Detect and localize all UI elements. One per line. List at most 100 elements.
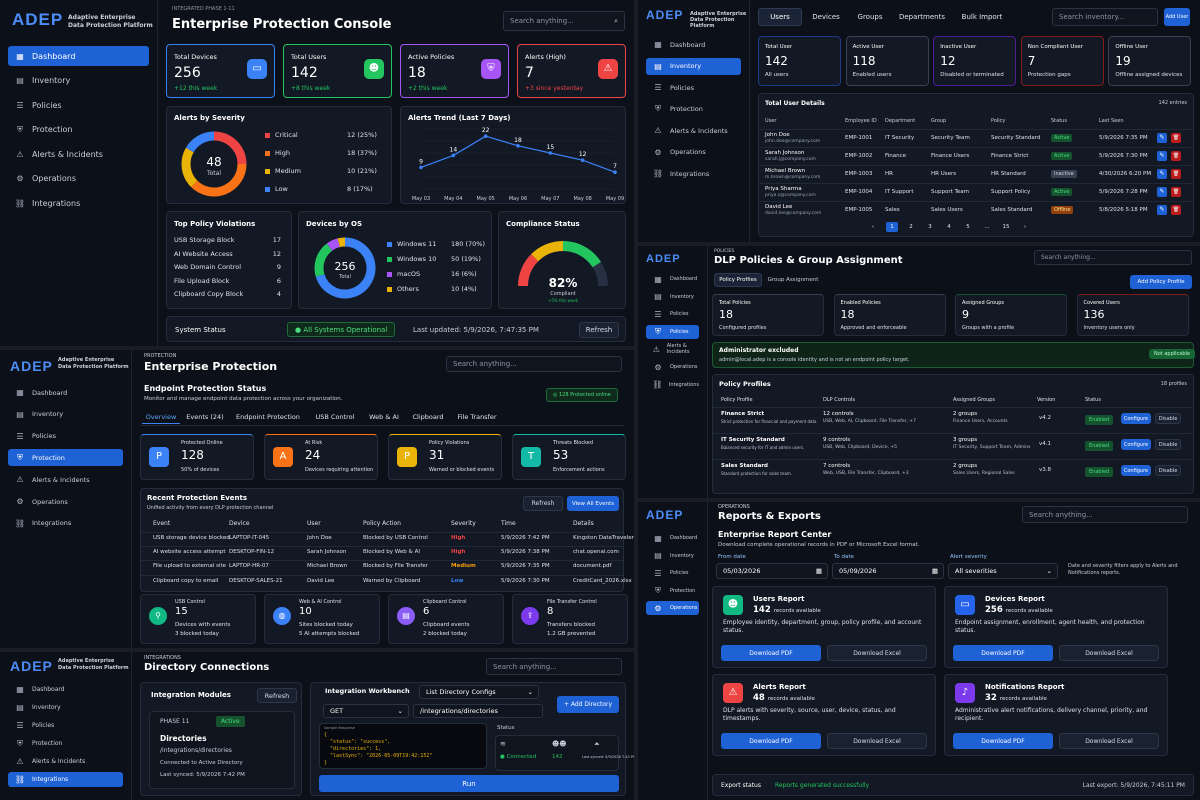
tab-users[interactable]: Users	[758, 8, 802, 26]
sidebar-item-policies[interactable]: ☰ Policies	[8, 95, 149, 115]
sidebar-item-dashboard[interactable]: ▦ Dashboard	[646, 272, 699, 286]
disable-button[interactable]: Disable	[1155, 413, 1181, 424]
sidebar-item-operations[interactable]: ⚙ Operations	[646, 144, 741, 161]
user-name[interactable]: Priya Sharma	[765, 186, 802, 192]
pagination-nav[interactable]: ...	[984, 224, 990, 230]
add-user-button[interactable]: Add User	[1164, 8, 1190, 26]
edit-icon[interactable]: ✎	[1157, 151, 1167, 161]
tab-devices[interactable]: Devices	[812, 13, 840, 21]
configure-button[interactable]: Configure	[1121, 413, 1151, 424]
sidebar-item-inventory[interactable]: ▤ Inventory	[8, 71, 149, 91]
search-input[interactable]: Search anything...	[486, 658, 622, 675]
sidebar-item-operations[interactable]: ⚙ Operations	[646, 360, 699, 374]
add-policy-profile-button[interactable]: Add Policy Profile	[1130, 275, 1192, 289]
view-all-events-button[interactable]: View All Events	[567, 496, 619, 511]
sidebar-item-inventory[interactable]: ▤ Inventory	[646, 290, 699, 304]
sidebar-item-policies[interactable]: ☰ Policies	[8, 718, 123, 733]
sidebar-item-inventory[interactable]: ▤ Inventory	[8, 700, 123, 715]
refresh-button[interactable]: Refresh	[257, 688, 297, 703]
search-input[interactable]: Search anything...	[1022, 506, 1188, 523]
sidebar-item-dashboard[interactable]: ▦ Dashboard	[646, 531, 699, 545]
sidebar-item-dashboard[interactable]: ▦ Dashboard	[646, 36, 741, 53]
pagination-2[interactable]: 2	[909, 224, 913, 230]
tab-events-24[interactable]: Events (24)	[186, 413, 224, 421]
download-excel-button[interactable]: Download Excel	[827, 733, 927, 749]
tab-usb-control[interactable]: USB Control	[315, 413, 355, 421]
refresh-button[interactable]: Refresh	[579, 322, 619, 338]
sidebar-item-alerts-incidents[interactable]: ⚠ Alerts & Incidents	[8, 144, 149, 164]
sidebar-item-integrations[interactable]: ⛓ Integrations	[8, 772, 123, 787]
sidebar-item-protection[interactable]: ⛨ Protection	[646, 584, 699, 598]
from-date-input[interactable]: 05/03/2026 ▦	[716, 563, 828, 579]
sidebar-item-alerts-incidents[interactable]: ⚠ Alerts & Incidents	[8, 754, 123, 769]
search-input[interactable]: Search anything...	[446, 356, 622, 372]
search-input[interactable]: Search anything... ⌕	[503, 11, 625, 31]
tab-bulk-import[interactable]: Bulk Import	[961, 13, 1003, 21]
add-directory-button[interactable]: + Add Directory	[557, 696, 619, 713]
search-input[interactable]: Search anything...	[1034, 250, 1192, 265]
method-select[interactable]: GET ⌄	[323, 704, 409, 718]
sidebar-item-integrations[interactable]: ⛓ Integrations	[646, 165, 741, 182]
sidebar-item-policies[interactable]: ☰ Policies	[646, 79, 741, 96]
refresh-button[interactable]: Refresh	[523, 496, 563, 511]
sidebar-item-integrations[interactable]: ⛓ Integrations	[8, 515, 123, 532]
policy-name[interactable]: Finance Strict	[721, 411, 765, 417]
sidebar-item-policies[interactable]: ☰ Policies	[8, 428, 123, 445]
download-pdf-button[interactable]: Download PDF	[721, 733, 821, 749]
sidebar-item-protection[interactable]: ⛨ Protection	[8, 449, 123, 467]
endpoint-input[interactable]: /integrations/directories	[413, 704, 543, 718]
sidebar-item-dashboard[interactable]: ▦ Dashboard	[8, 384, 123, 401]
policy-name[interactable]: IT Security Standard	[721, 437, 785, 443]
configure-button[interactable]: Configure	[1121, 465, 1151, 476]
sidebar-item-operations[interactable]: ⚙ Operations	[8, 169, 149, 189]
sidebar-item-operations[interactable]: ⚙ Operations	[646, 601, 699, 616]
sidebar-item-policies[interactable]: ⛨ Policies	[646, 324, 699, 339]
sidebar-item-protection[interactable]: ⛨ Protection	[8, 120, 149, 140]
pagination-15[interactable]: 15	[1002, 224, 1010, 230]
tab-file-transfer[interactable]: File Transfer	[457, 413, 497, 421]
delete-icon[interactable]: 🗑	[1171, 133, 1181, 143]
pagination-3[interactable]: 3	[928, 224, 932, 230]
policy-name[interactable]: Sales Standard	[721, 463, 768, 469]
delete-icon[interactable]: 🗑	[1171, 187, 1181, 197]
sidebar-item-protection[interactable]: ⛨ Protection	[646, 101, 741, 118]
pagination-5[interactable]: 5	[966, 224, 970, 230]
sidebar-item-integrations[interactable]: ⛓ Integrations	[646, 378, 699, 392]
download-excel-button[interactable]: Download Excel	[827, 645, 927, 661]
tab-endpoint-protection[interactable]: Endpoint Protection	[236, 413, 300, 421]
user-name[interactable]: Sarah Johnson	[765, 150, 805, 156]
tab-policy-profiles[interactable]: Policy Profiles	[714, 273, 762, 287]
search-inventory-input[interactable]: Search inventory...	[1052, 8, 1158, 26]
edit-icon[interactable]: ✎	[1157, 133, 1167, 143]
download-pdf-button[interactable]: Download PDF	[721, 645, 821, 661]
sidebar-item-inventory[interactable]: ▤ Inventory	[8, 406, 123, 423]
edit-icon[interactable]: ✎	[1157, 205, 1167, 215]
sidebar-item-dashboard[interactable]: ▦ Dashboard	[8, 682, 123, 697]
download-excel-button[interactable]: Download Excel	[1059, 645, 1159, 661]
pagination-nav[interactable]: ›	[1023, 224, 1027, 230]
sidebar-item-integrations[interactable]: ⛓ Integrations	[8, 193, 149, 213]
tab-groups[interactable]: Groups	[857, 13, 883, 21]
configure-button[interactable]: Configure	[1121, 439, 1151, 450]
edit-icon[interactable]: ✎	[1157, 169, 1167, 179]
disable-button[interactable]: Disable	[1155, 439, 1181, 450]
user-name[interactable]: John Doe	[765, 132, 790, 138]
download-pdf-button[interactable]: Download PDF	[953, 645, 1053, 661]
sidebar-item-inventory[interactable]: ▤ Inventory	[646, 549, 699, 563]
tab-clipboard[interactable]: Clipboard	[412, 413, 444, 421]
sidebar-item-policies[interactable]: ☰ Policies	[646, 566, 699, 580]
download-pdf-button[interactable]: Download PDF	[953, 733, 1053, 749]
tab-overview[interactable]: Overview	[142, 410, 180, 424]
delete-icon[interactable]: 🗑	[1171, 205, 1181, 215]
tab-group-assignment[interactable]: Group Assignment	[767, 277, 819, 283]
edit-icon[interactable]: ✎	[1157, 187, 1167, 197]
severity-select[interactable]: All severities ⌄	[948, 563, 1058, 579]
sidebar-item-protection[interactable]: ⛨ Protection	[8, 736, 123, 751]
sidebar-item-alerts-incidents[interactable]: ⚠ Alerts & Incidents	[646, 342, 699, 356]
download-excel-button[interactable]: Download Excel	[1059, 733, 1159, 749]
delete-icon[interactable]: 🗑	[1171, 169, 1181, 179]
sidebar-item-alerts-incidents[interactable]: ⚠ Alerts & Incidents	[8, 471, 123, 488]
user-name[interactable]: David Lee	[765, 204, 793, 210]
sidebar-item-policies[interactable]: ☰ Policies	[646, 307, 699, 321]
directories-module[interactable]: PHASE 11 Active Directories /integration…	[149, 711, 295, 789]
